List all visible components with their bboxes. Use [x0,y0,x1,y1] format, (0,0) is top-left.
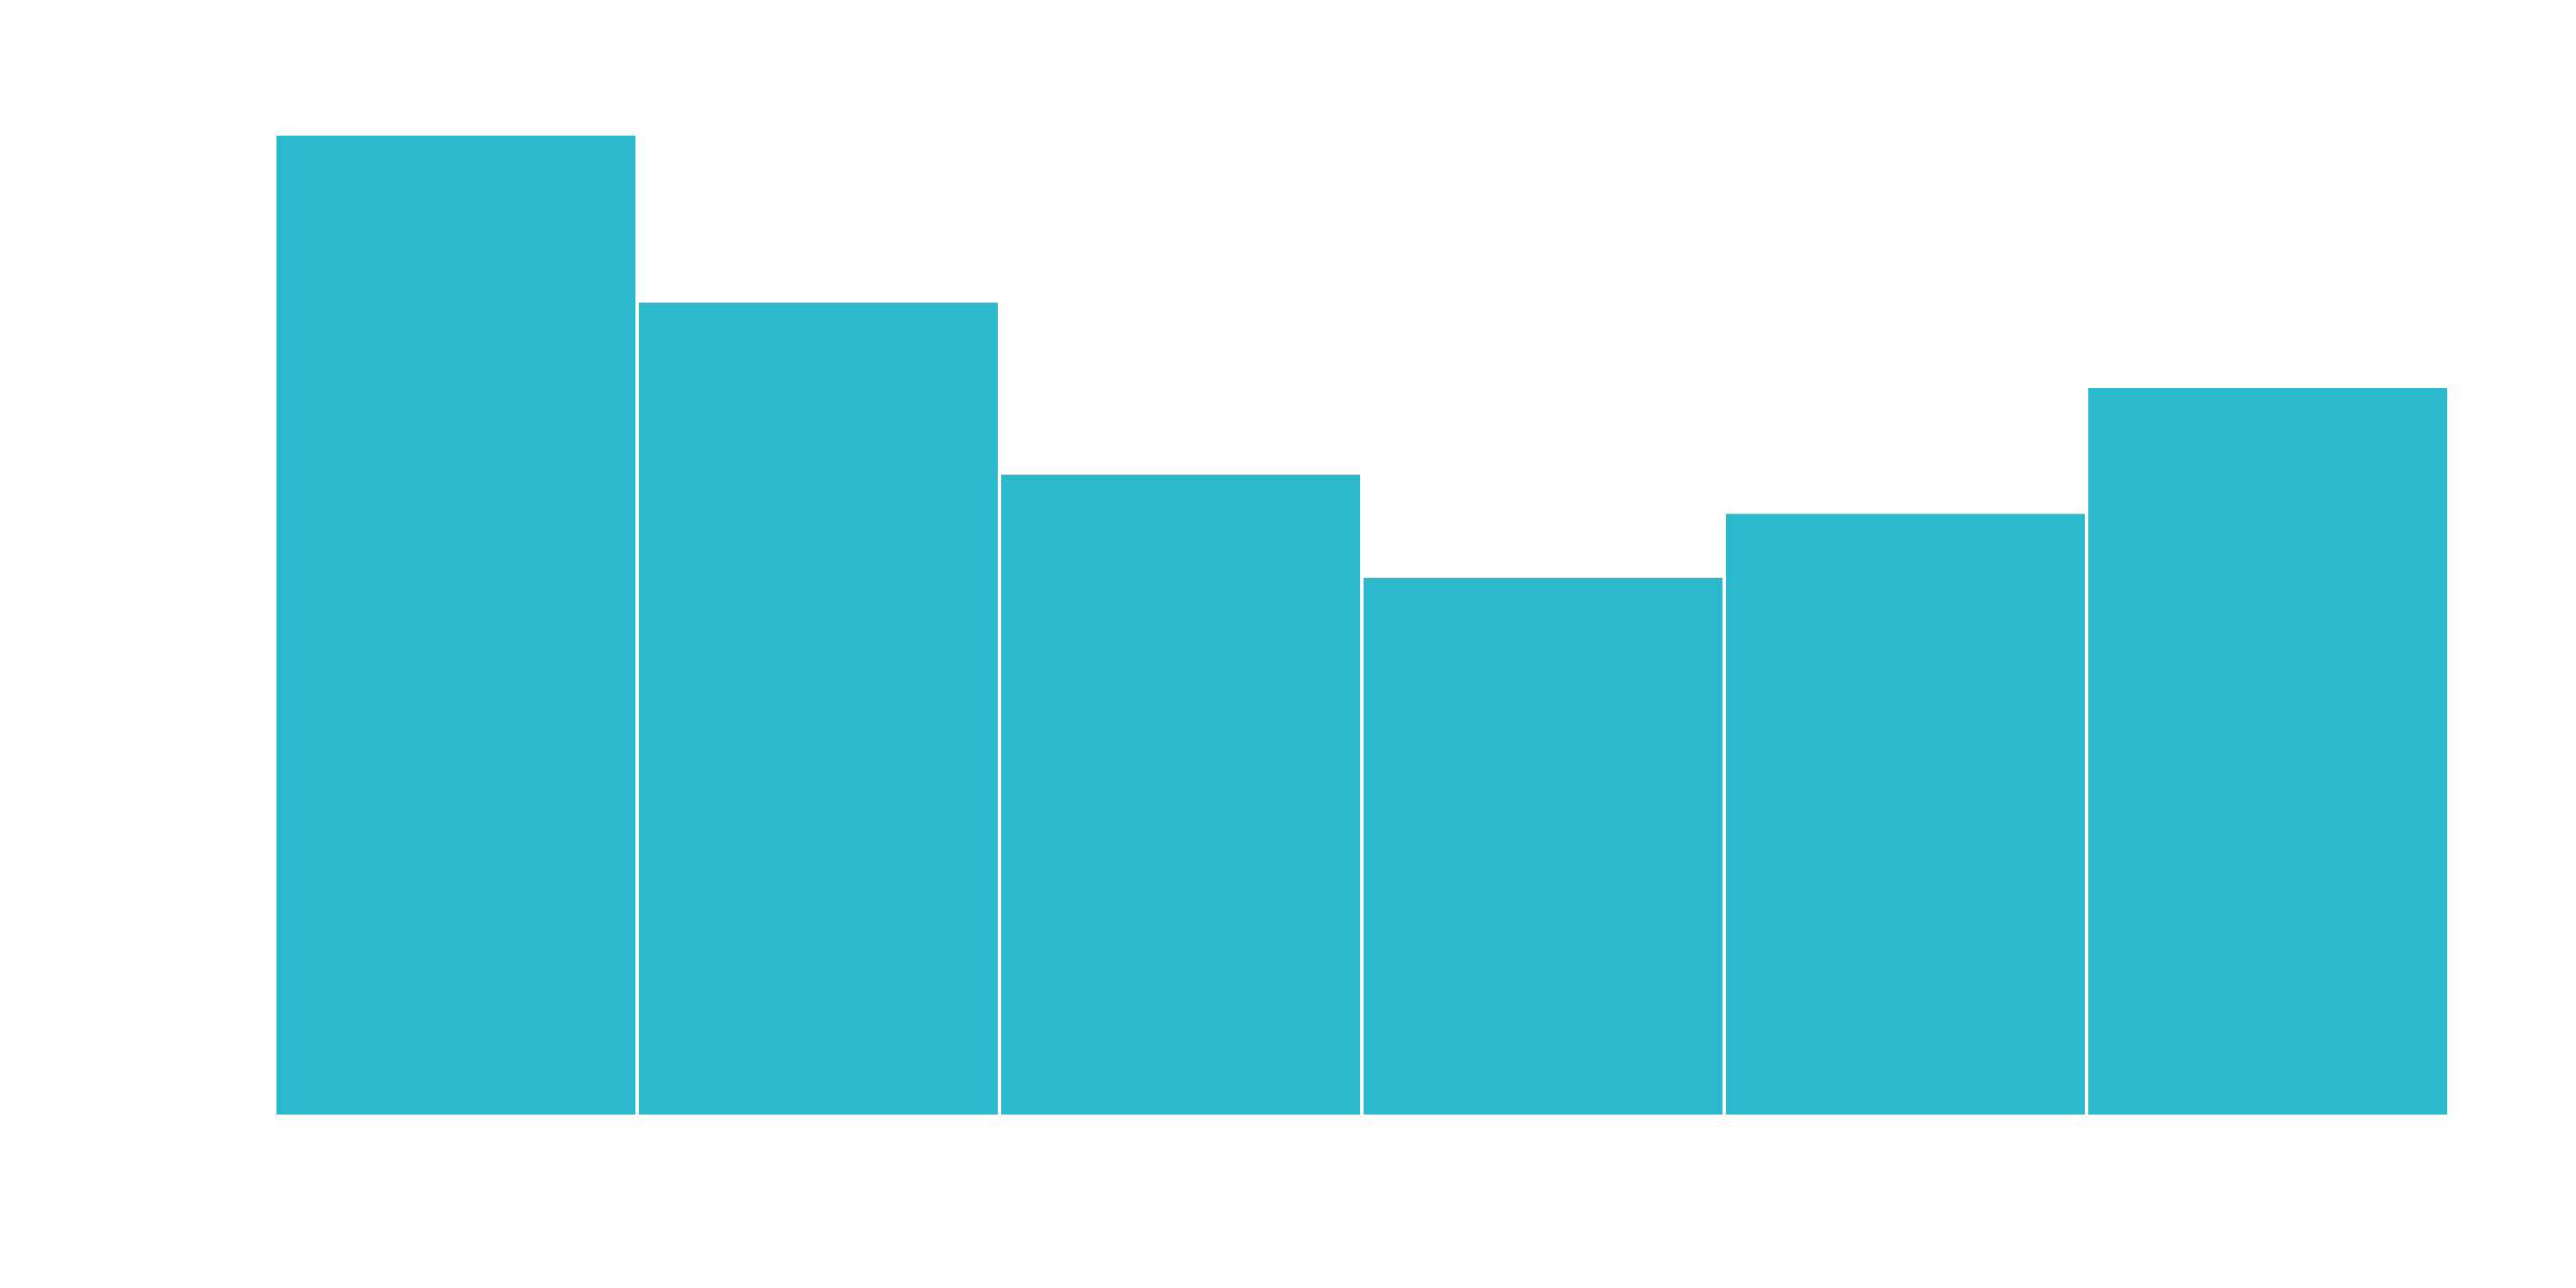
histogram-bar-3 [998,471,1364,1118]
histogram-bar-2 [635,299,1001,1119]
histogram-bar-4 [1360,574,1726,1118]
histogram-bar-1 [273,132,639,1118]
histogram-bar-6 [2085,385,2451,1118]
histogram-bar-5 [1722,510,2088,1118]
bars-group [273,132,2451,1119]
